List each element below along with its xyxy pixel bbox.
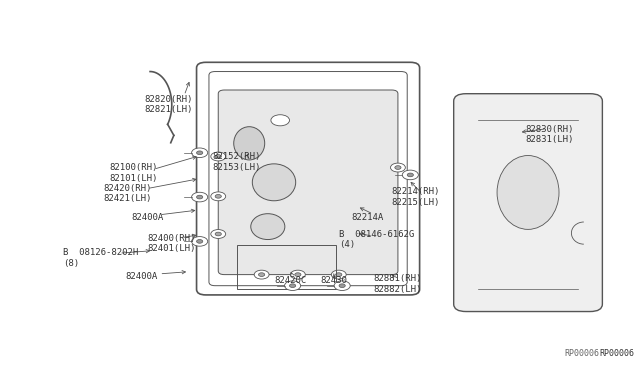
Text: 82820(RH)
82821(LH): 82820(RH) 82821(LH): [144, 95, 192, 115]
Circle shape: [191, 148, 208, 158]
Bar: [237, 245, 336, 289]
Ellipse shape: [252, 164, 296, 201]
Circle shape: [196, 151, 203, 155]
Circle shape: [191, 192, 208, 202]
Ellipse shape: [234, 127, 265, 160]
Text: 82400A: 82400A: [125, 272, 157, 281]
Text: 82214(RH)
82215(LH): 82214(RH) 82215(LH): [392, 187, 440, 207]
Circle shape: [196, 240, 203, 243]
Circle shape: [291, 270, 305, 279]
Circle shape: [211, 152, 226, 161]
Circle shape: [196, 195, 203, 199]
Text: RP00006: RP00006: [564, 350, 599, 359]
FancyBboxPatch shape: [218, 90, 398, 275]
Circle shape: [332, 270, 346, 279]
Circle shape: [215, 155, 221, 158]
Circle shape: [395, 166, 401, 169]
Text: 82430: 82430: [321, 276, 348, 285]
Circle shape: [407, 173, 413, 177]
Circle shape: [289, 284, 296, 288]
Circle shape: [215, 232, 221, 236]
Text: RP00006: RP00006: [599, 350, 634, 359]
Text: 82214A: 82214A: [351, 213, 384, 222]
Circle shape: [403, 170, 419, 180]
Circle shape: [390, 163, 405, 172]
Circle shape: [335, 273, 342, 276]
Ellipse shape: [497, 155, 559, 230]
Text: 82420C: 82420C: [274, 276, 307, 285]
Text: 82152(RH)
82153(LH): 82152(RH) 82153(LH): [212, 152, 260, 172]
Circle shape: [259, 273, 265, 276]
Text: 82420(RH)
82421(LH): 82420(RH) 82421(LH): [104, 184, 152, 203]
Text: B  08126-8202H
(8): B 08126-8202H (8): [63, 248, 139, 268]
Ellipse shape: [251, 214, 285, 240]
FancyBboxPatch shape: [454, 94, 602, 311]
Circle shape: [254, 270, 269, 279]
Text: 82100(RH)
82101(LH): 82100(RH) 82101(LH): [110, 163, 158, 183]
Text: B  08146-6162G
(4): B 08146-6162G (4): [339, 230, 414, 249]
Circle shape: [334, 281, 350, 291]
Text: 82881(RH)
82882(LH): 82881(RH) 82882(LH): [373, 274, 422, 294]
Circle shape: [285, 281, 301, 291]
Text: 82400(RH)
82401(LH): 82400(RH) 82401(LH): [147, 234, 195, 253]
Circle shape: [191, 237, 208, 246]
Circle shape: [271, 115, 289, 126]
Circle shape: [215, 195, 221, 198]
Circle shape: [211, 230, 226, 238]
Text: 82400A: 82400A: [131, 213, 164, 222]
Circle shape: [339, 284, 345, 288]
Circle shape: [211, 192, 226, 201]
Text: 82830(RH)
82831(LH): 82830(RH) 82831(LH): [525, 125, 573, 144]
Circle shape: [295, 273, 301, 276]
